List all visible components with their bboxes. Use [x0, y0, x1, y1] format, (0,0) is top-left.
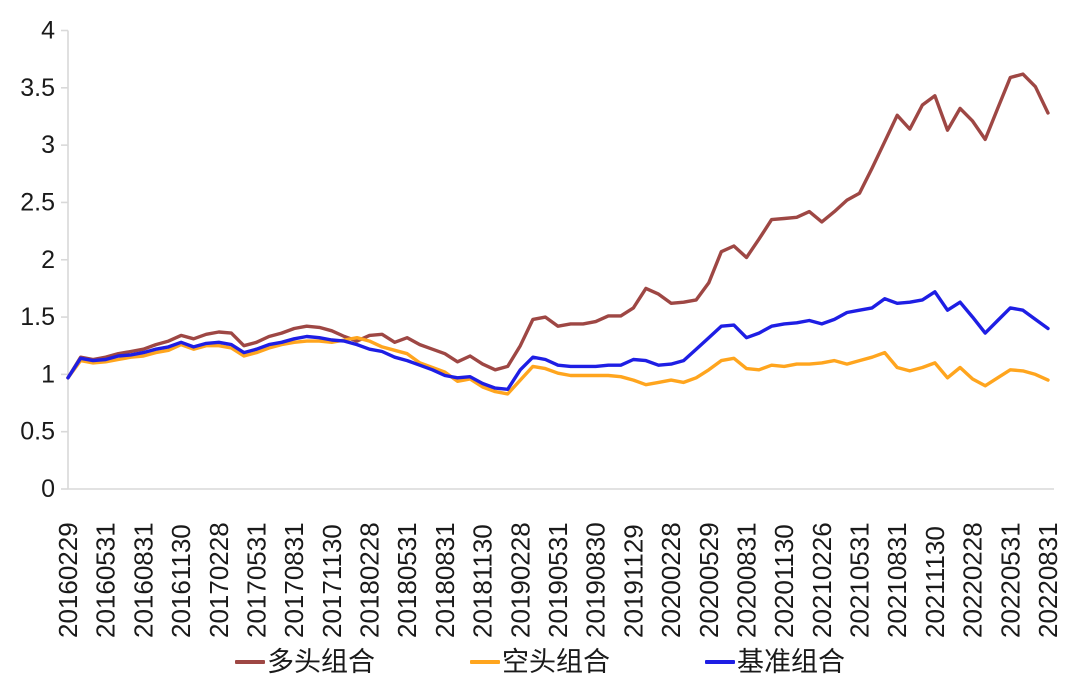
legend-line-swatch-benchmark [705, 660, 735, 664]
x-axis-tick-label: 20170228 [204, 522, 234, 638]
x-axis-tick-label: 20200831 [731, 522, 761, 638]
y-axis-tick-label: 0 [41, 475, 55, 503]
x-axis-tick-label: 20160229 [53, 522, 83, 638]
y-axis-tick-label: 3.5 [20, 74, 55, 102]
x-axis-tick-label: 20171130 [317, 524, 347, 638]
x-axis-tick-label: 20190830 [581, 522, 611, 638]
x-axis-tick-label: 20220831 [1033, 522, 1063, 638]
chart-legend: 多头组合 空头组合 基准组合 [0, 642, 1080, 682]
x-axis-tick-label: 20180228 [355, 522, 385, 638]
y-axis-tick-label: 1 [41, 360, 55, 388]
x-axis-tick-label: 20211130 [920, 526, 950, 638]
legend-item-benchmark: 基准组合 [705, 646, 845, 677]
legend-item-long: 多头组合 [235, 646, 375, 677]
x-axis-tick-label: 20210531 [845, 522, 875, 638]
x-axis-tick-label: 20160531 [91, 522, 121, 638]
x-axis-tick-label: 20210226 [807, 522, 837, 638]
x-axis-tick-label: 20190531 [543, 522, 573, 638]
x-axis-tick-label: 20220531 [995, 522, 1025, 638]
x-axis-tick-label: 20180531 [392, 522, 422, 638]
legend-line-swatch-short [470, 660, 500, 664]
series-line-1 [66, 336, 1050, 396]
legend-label-short: 空头组合 [502, 646, 610, 677]
x-axis-tick-label: 20200228 [656, 522, 686, 638]
legend-label-benchmark: 基准组合 [737, 646, 845, 677]
legend-item-short: 空头组合 [470, 646, 610, 677]
legend-line-swatch-long [235, 660, 265, 664]
x-axis-tick-label: 20200529 [694, 522, 724, 638]
y-axis-tick-label: 2.5 [20, 188, 55, 216]
legend-label-long: 多头组合 [267, 646, 375, 677]
x-axis-tick-label: 20180831 [430, 522, 460, 638]
x-axis-tick-label: 20170531 [241, 522, 271, 638]
x-axis-tick-label: 20191129 [618, 524, 648, 638]
x-axis-tick-label: 20170831 [279, 522, 309, 638]
series-line-0 [66, 72, 1050, 380]
y-axis-tick-label: 1.5 [20, 303, 55, 331]
y-axis-tick-label: 0.5 [20, 418, 55, 446]
x-axis-tick-label: 20220228 [958, 522, 988, 638]
x-axis-tick-label: 20190228 [505, 522, 535, 638]
x-axis-tick-label: 20201130 [769, 524, 799, 638]
y-axis-tick-label: 2 [41, 246, 55, 274]
x-axis-tick-label: 20181130 [468, 524, 498, 638]
x-axis-tick-label: 20161130 [166, 524, 196, 638]
y-axis-tick-label: 4 [41, 17, 55, 45]
x-axis-tick-label: 20160831 [128, 522, 158, 638]
series-line-2 [66, 290, 1050, 391]
y-axis-tick-label: 3 [41, 131, 55, 159]
x-axis-tick-label: 20210831 [882, 522, 912, 638]
